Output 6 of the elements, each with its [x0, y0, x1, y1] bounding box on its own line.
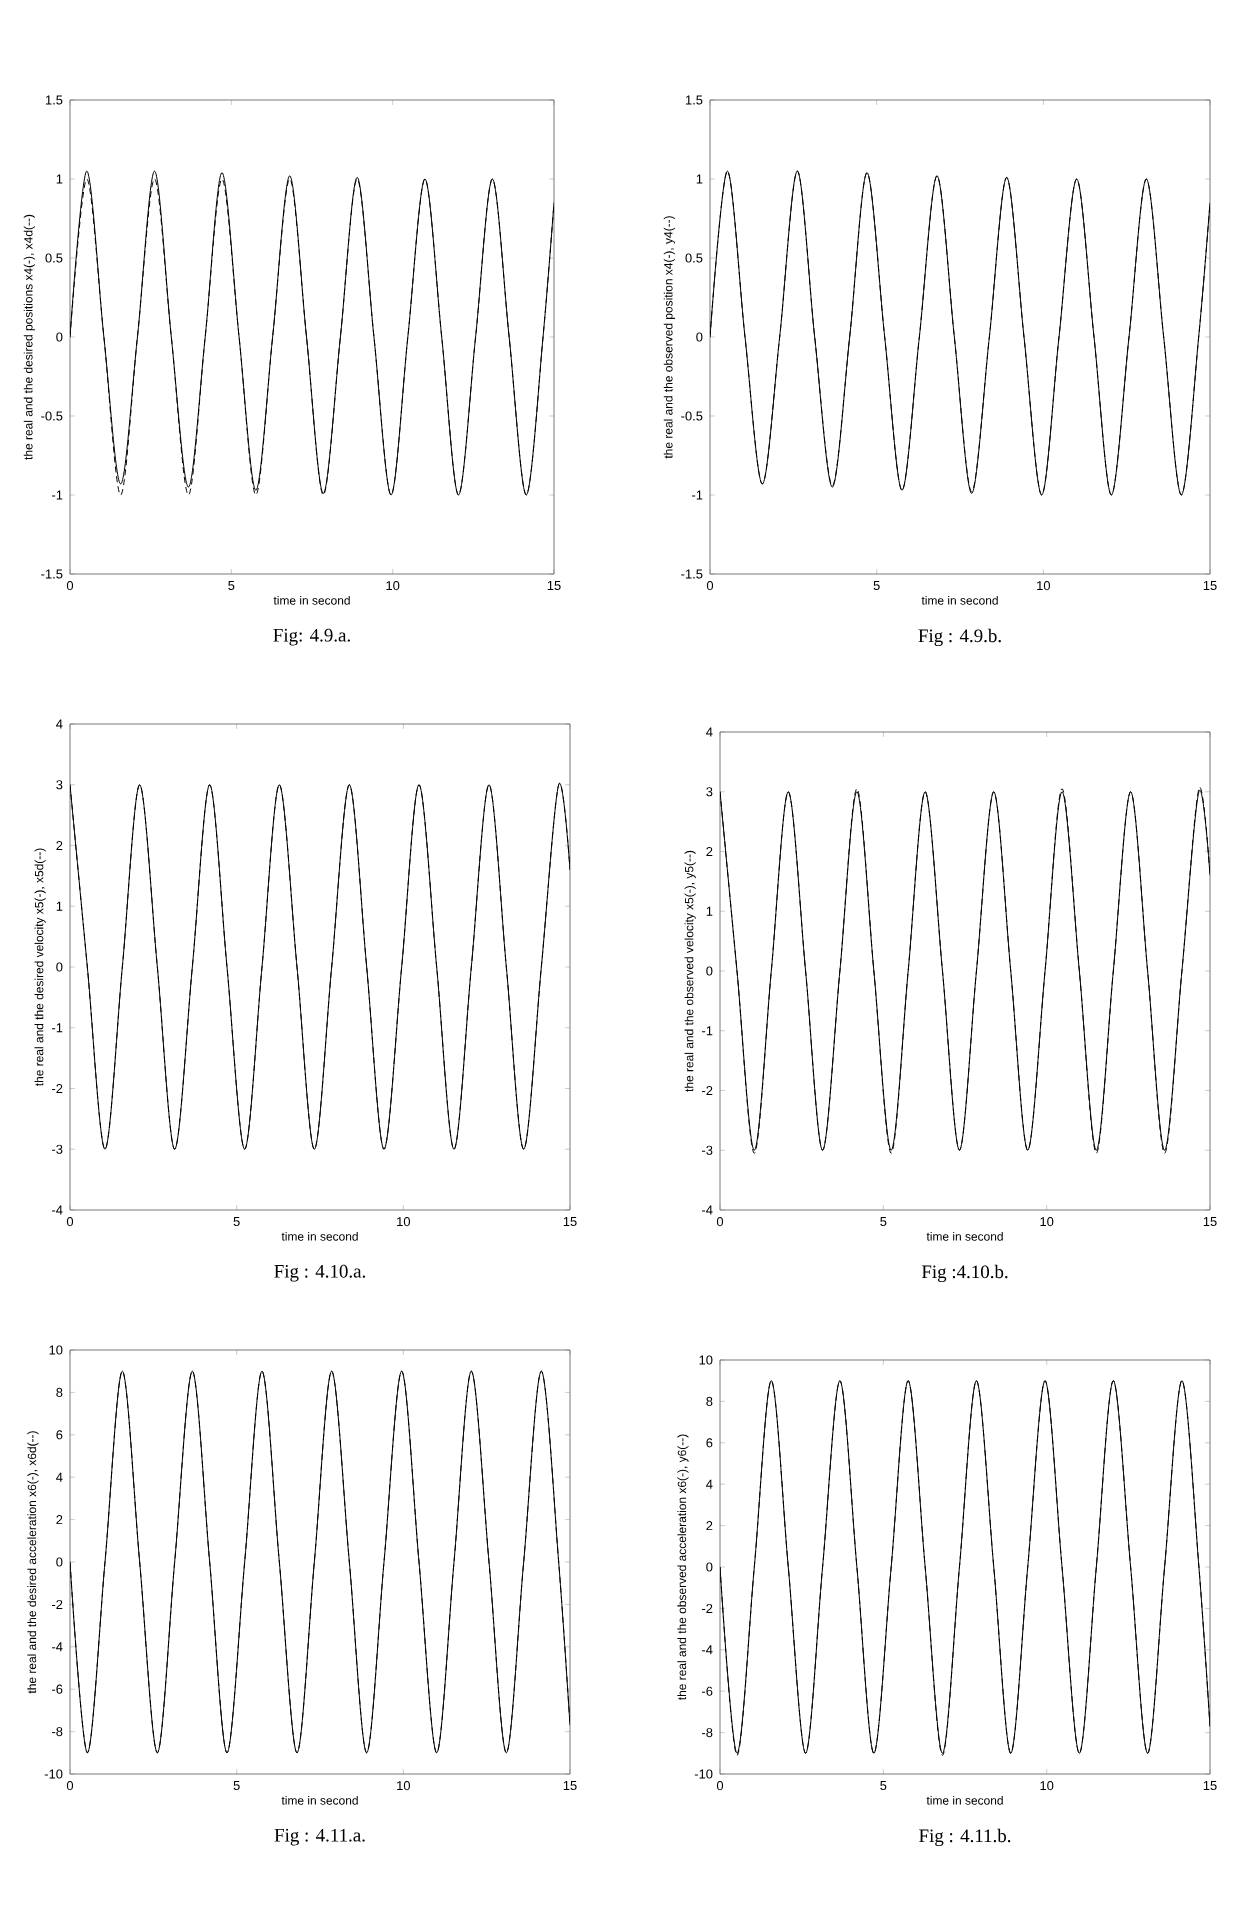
text: Fig : 4.9.b. — [918, 628, 1001, 647]
text: Fig: 4.9.a. — [273, 628, 350, 646]
text: Fig : 4.11.b. — [919, 1828, 1011, 1847]
text: Fig : 4.10.a. — [274, 1264, 366, 1282]
text: Fig : 4.11.a. — [274, 1828, 365, 1846]
text: Fig :4.10.b. — [921, 1264, 1008, 1283]
